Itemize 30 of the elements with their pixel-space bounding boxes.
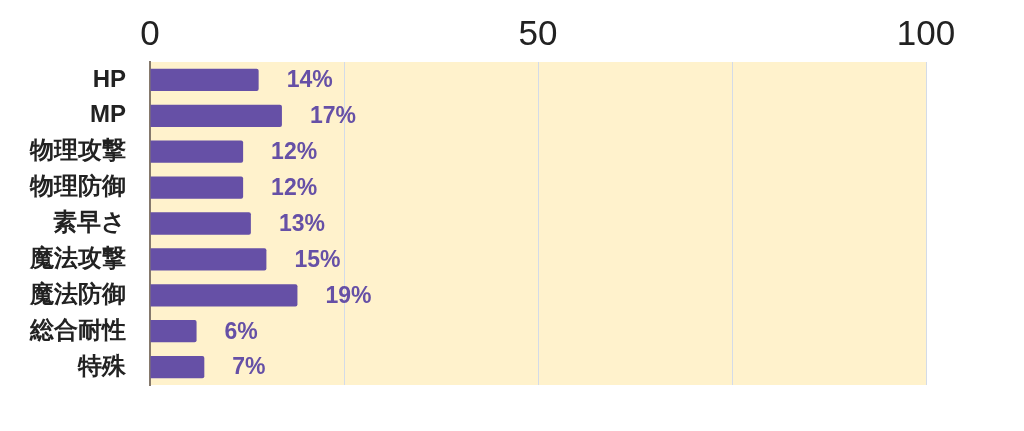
bar <box>150 68 259 92</box>
x-tick-label: 100 <box>896 12 956 52</box>
data-label: 6% <box>224 317 258 344</box>
data-label: 19% <box>325 281 372 308</box>
data-label: 13% <box>278 209 325 236</box>
y-tick-label: 素早さ <box>53 208 126 236</box>
y-tick-label: 物理防御 <box>29 172 126 200</box>
x-tick-label: 0 <box>140 12 160 52</box>
y-tick-label: 物理攻撃 <box>29 136 126 164</box>
bar <box>150 176 244 199</box>
data-label: 15% <box>294 245 341 272</box>
y-tick-label: 魔法防御 <box>29 279 126 307</box>
bar <box>150 104 282 127</box>
data-label: 17% <box>309 102 356 129</box>
bar <box>150 284 298 307</box>
data-label: 7% <box>232 353 266 380</box>
bar <box>150 140 244 163</box>
y-tick-label: 特殊 <box>77 351 127 379</box>
bar <box>150 212 251 235</box>
x-tick-label: 50 <box>518 12 558 52</box>
y-tick-label: HP <box>92 64 126 92</box>
y-tick-label: 魔法攻撃 <box>29 244 126 272</box>
bar <box>150 355 205 379</box>
data-label: 12% <box>271 138 318 165</box>
bar <box>150 248 267 271</box>
y-tick-label: MP <box>90 100 126 128</box>
data-label: 12% <box>271 173 318 200</box>
y-tick-label: 総合耐性 <box>29 315 126 343</box>
bar <box>150 320 197 343</box>
data-label: 14% <box>286 66 333 93</box>
